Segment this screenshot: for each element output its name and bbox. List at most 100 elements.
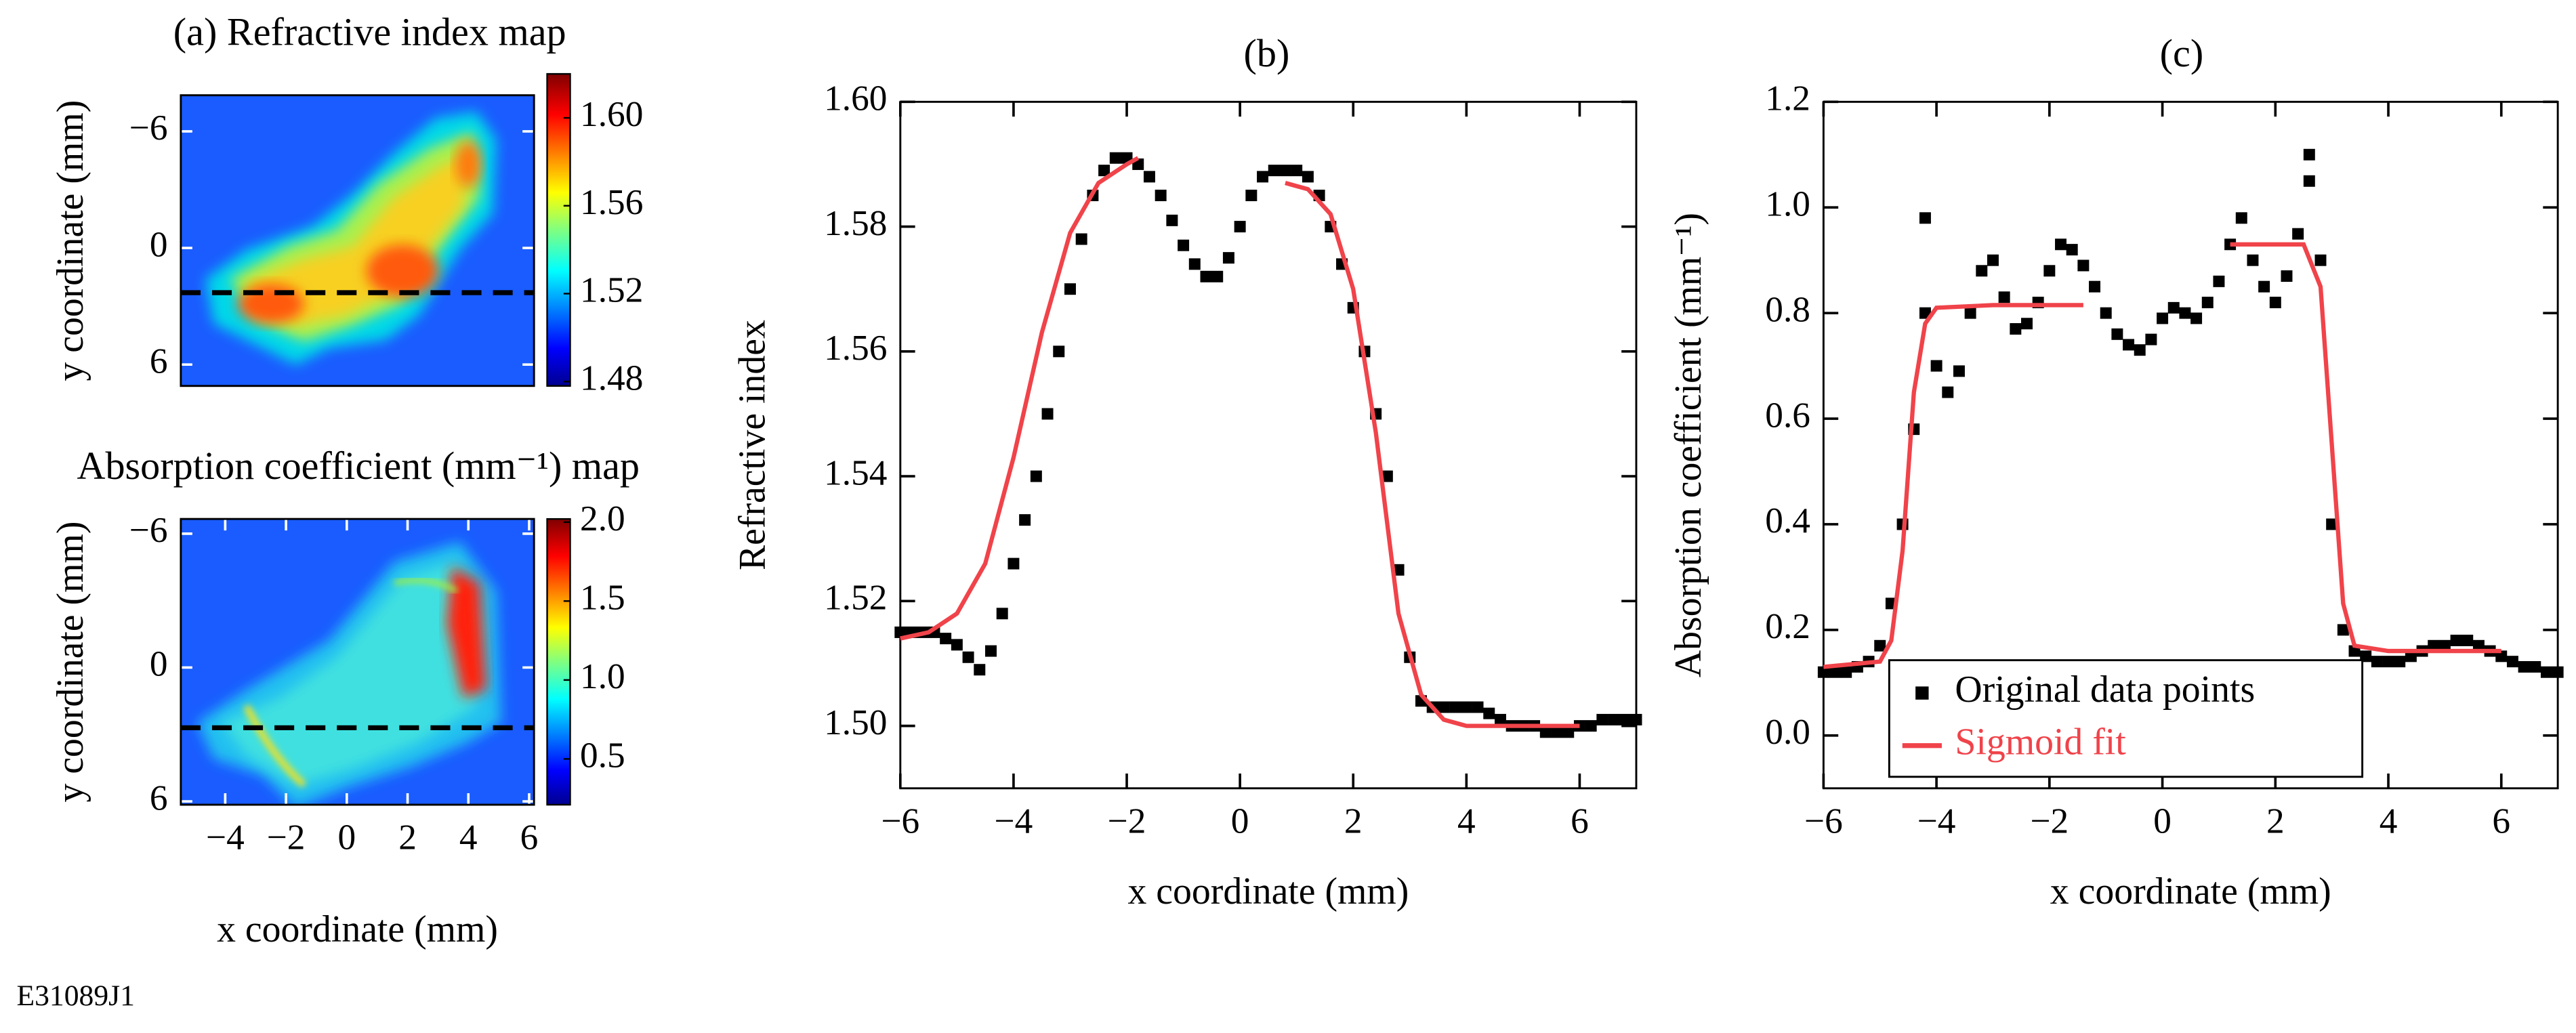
y-tick-label: 0 <box>150 224 168 264</box>
data-point <box>1964 307 1976 319</box>
fit-line <box>900 156 1580 728</box>
panel-title: (a) Refractive index map <box>173 10 566 54</box>
data-point <box>2213 275 2225 287</box>
legend-label: Sigmoid fit <box>1955 721 2126 763</box>
data-point <box>1919 212 1931 224</box>
x-tick-label: 0 <box>2153 800 2172 841</box>
panel-title: Absorption coefficient (mm⁻¹) map <box>77 444 640 488</box>
data-point <box>962 651 974 663</box>
y-tick-label: 0.4 <box>1765 500 1810 541</box>
x-axis-label: x coordinate (mm) <box>217 908 498 950</box>
y-tick-label: 1.0 <box>1765 183 1810 224</box>
data-point <box>2394 656 2406 668</box>
y-tick-label: 1.2 <box>1765 78 1810 119</box>
x-tick-label: −4 <box>995 800 1033 841</box>
y-tick-label: 6 <box>150 777 168 818</box>
data-point <box>1007 557 1020 570</box>
colorbar-tick-label: 1.5 <box>580 577 625 618</box>
plot-frame <box>1822 100 2559 790</box>
plot-frame <box>180 94 535 387</box>
x-tick-label: 4 <box>459 817 478 858</box>
y-tick-label: −6 <box>129 509 168 550</box>
data-point <box>2303 175 2315 187</box>
data-point <box>2157 312 2169 324</box>
data-point <box>2145 333 2157 345</box>
data-point <box>1562 726 1575 738</box>
colorbar-tick-label: 1.48 <box>580 357 643 398</box>
data-point <box>1817 666 1829 678</box>
data-point <box>1041 408 1054 420</box>
x-tick-label: 0 <box>337 817 356 858</box>
x-tick-label: 2 <box>2266 800 2285 841</box>
data-point <box>1279 165 1291 177</box>
colorbar-tick-label: 1.60 <box>580 93 643 134</box>
x-tick-label: −6 <box>1804 800 1843 841</box>
data-point <box>1596 713 1608 725</box>
colorbar <box>547 74 570 386</box>
y-tick-label: 1.54 <box>824 452 887 492</box>
data-point <box>2167 301 2180 314</box>
colorbar-frame <box>546 72 571 387</box>
data-point <box>1234 221 1246 233</box>
data-point <box>2472 639 2485 652</box>
y-tick-label: 1.58 <box>824 203 887 243</box>
data-point <box>2247 254 2259 266</box>
data-point <box>2428 639 2440 652</box>
data-point <box>1030 470 1042 482</box>
y-tick-label: 1.56 <box>824 327 887 368</box>
data-point <box>2518 660 2530 673</box>
x-tick-label: 6 <box>1571 800 1589 841</box>
data-point <box>2292 228 2304 240</box>
y-axis-label: Absorption coefficient (mm⁻¹) <box>1667 213 1709 677</box>
colorbar-tick-label: 2.0 <box>580 498 625 539</box>
data-point <box>1098 165 1110 177</box>
colorbar <box>547 519 570 805</box>
data-point <box>1291 165 1303 177</box>
y-tick-label: −6 <box>129 107 168 148</box>
colorbar-frame <box>546 518 571 806</box>
data-point <box>1953 365 1965 377</box>
data-point <box>1472 701 1484 713</box>
data-point <box>2303 148 2315 161</box>
y-tick-label: 0.6 <box>1765 394 1810 435</box>
data-point <box>1392 564 1405 576</box>
y-axis-label: y coordinate (mm) <box>49 100 91 381</box>
data-point <box>951 639 963 651</box>
data-point <box>1998 291 2010 303</box>
data-point <box>2134 344 2146 356</box>
data-point <box>1840 666 1852 678</box>
colorbar-tick-label: 1.0 <box>580 656 625 696</box>
data-point <box>2258 280 2270 293</box>
data-point <box>2281 270 2293 282</box>
data-point <box>1178 239 1190 251</box>
data-point <box>2461 634 2474 646</box>
data-point <box>2552 666 2564 678</box>
data-point <box>894 626 907 638</box>
y-tick-label: 1.60 <box>824 78 887 119</box>
data-point <box>1302 171 1314 183</box>
y-tick-label: 0.2 <box>1765 606 1810 646</box>
data-point <box>1987 254 1999 266</box>
data-point <box>1200 270 1212 282</box>
x-tick-label: 4 <box>1457 800 1476 841</box>
y-tick-label: 0 <box>150 644 168 684</box>
data-point <box>2224 238 2237 251</box>
data-point <box>1438 701 1450 713</box>
data-point <box>2438 639 2451 652</box>
data-point <box>1494 713 1506 725</box>
data-point <box>1257 171 1269 183</box>
data-point <box>2111 328 2123 340</box>
data-point <box>2360 650 2372 662</box>
data-point <box>2201 297 2214 309</box>
data-point <box>1053 345 1065 358</box>
data-point <box>2371 656 2383 668</box>
colorbar-tick-label: 1.52 <box>580 270 643 310</box>
x-tick-label: −2 <box>267 817 306 858</box>
y-axis-label: Refractive index <box>731 320 773 570</box>
data-point <box>1608 713 1620 725</box>
data-point <box>1551 726 1563 738</box>
data-point <box>1460 701 1472 713</box>
data-point <box>1449 701 1461 713</box>
data-point <box>2100 307 2112 319</box>
